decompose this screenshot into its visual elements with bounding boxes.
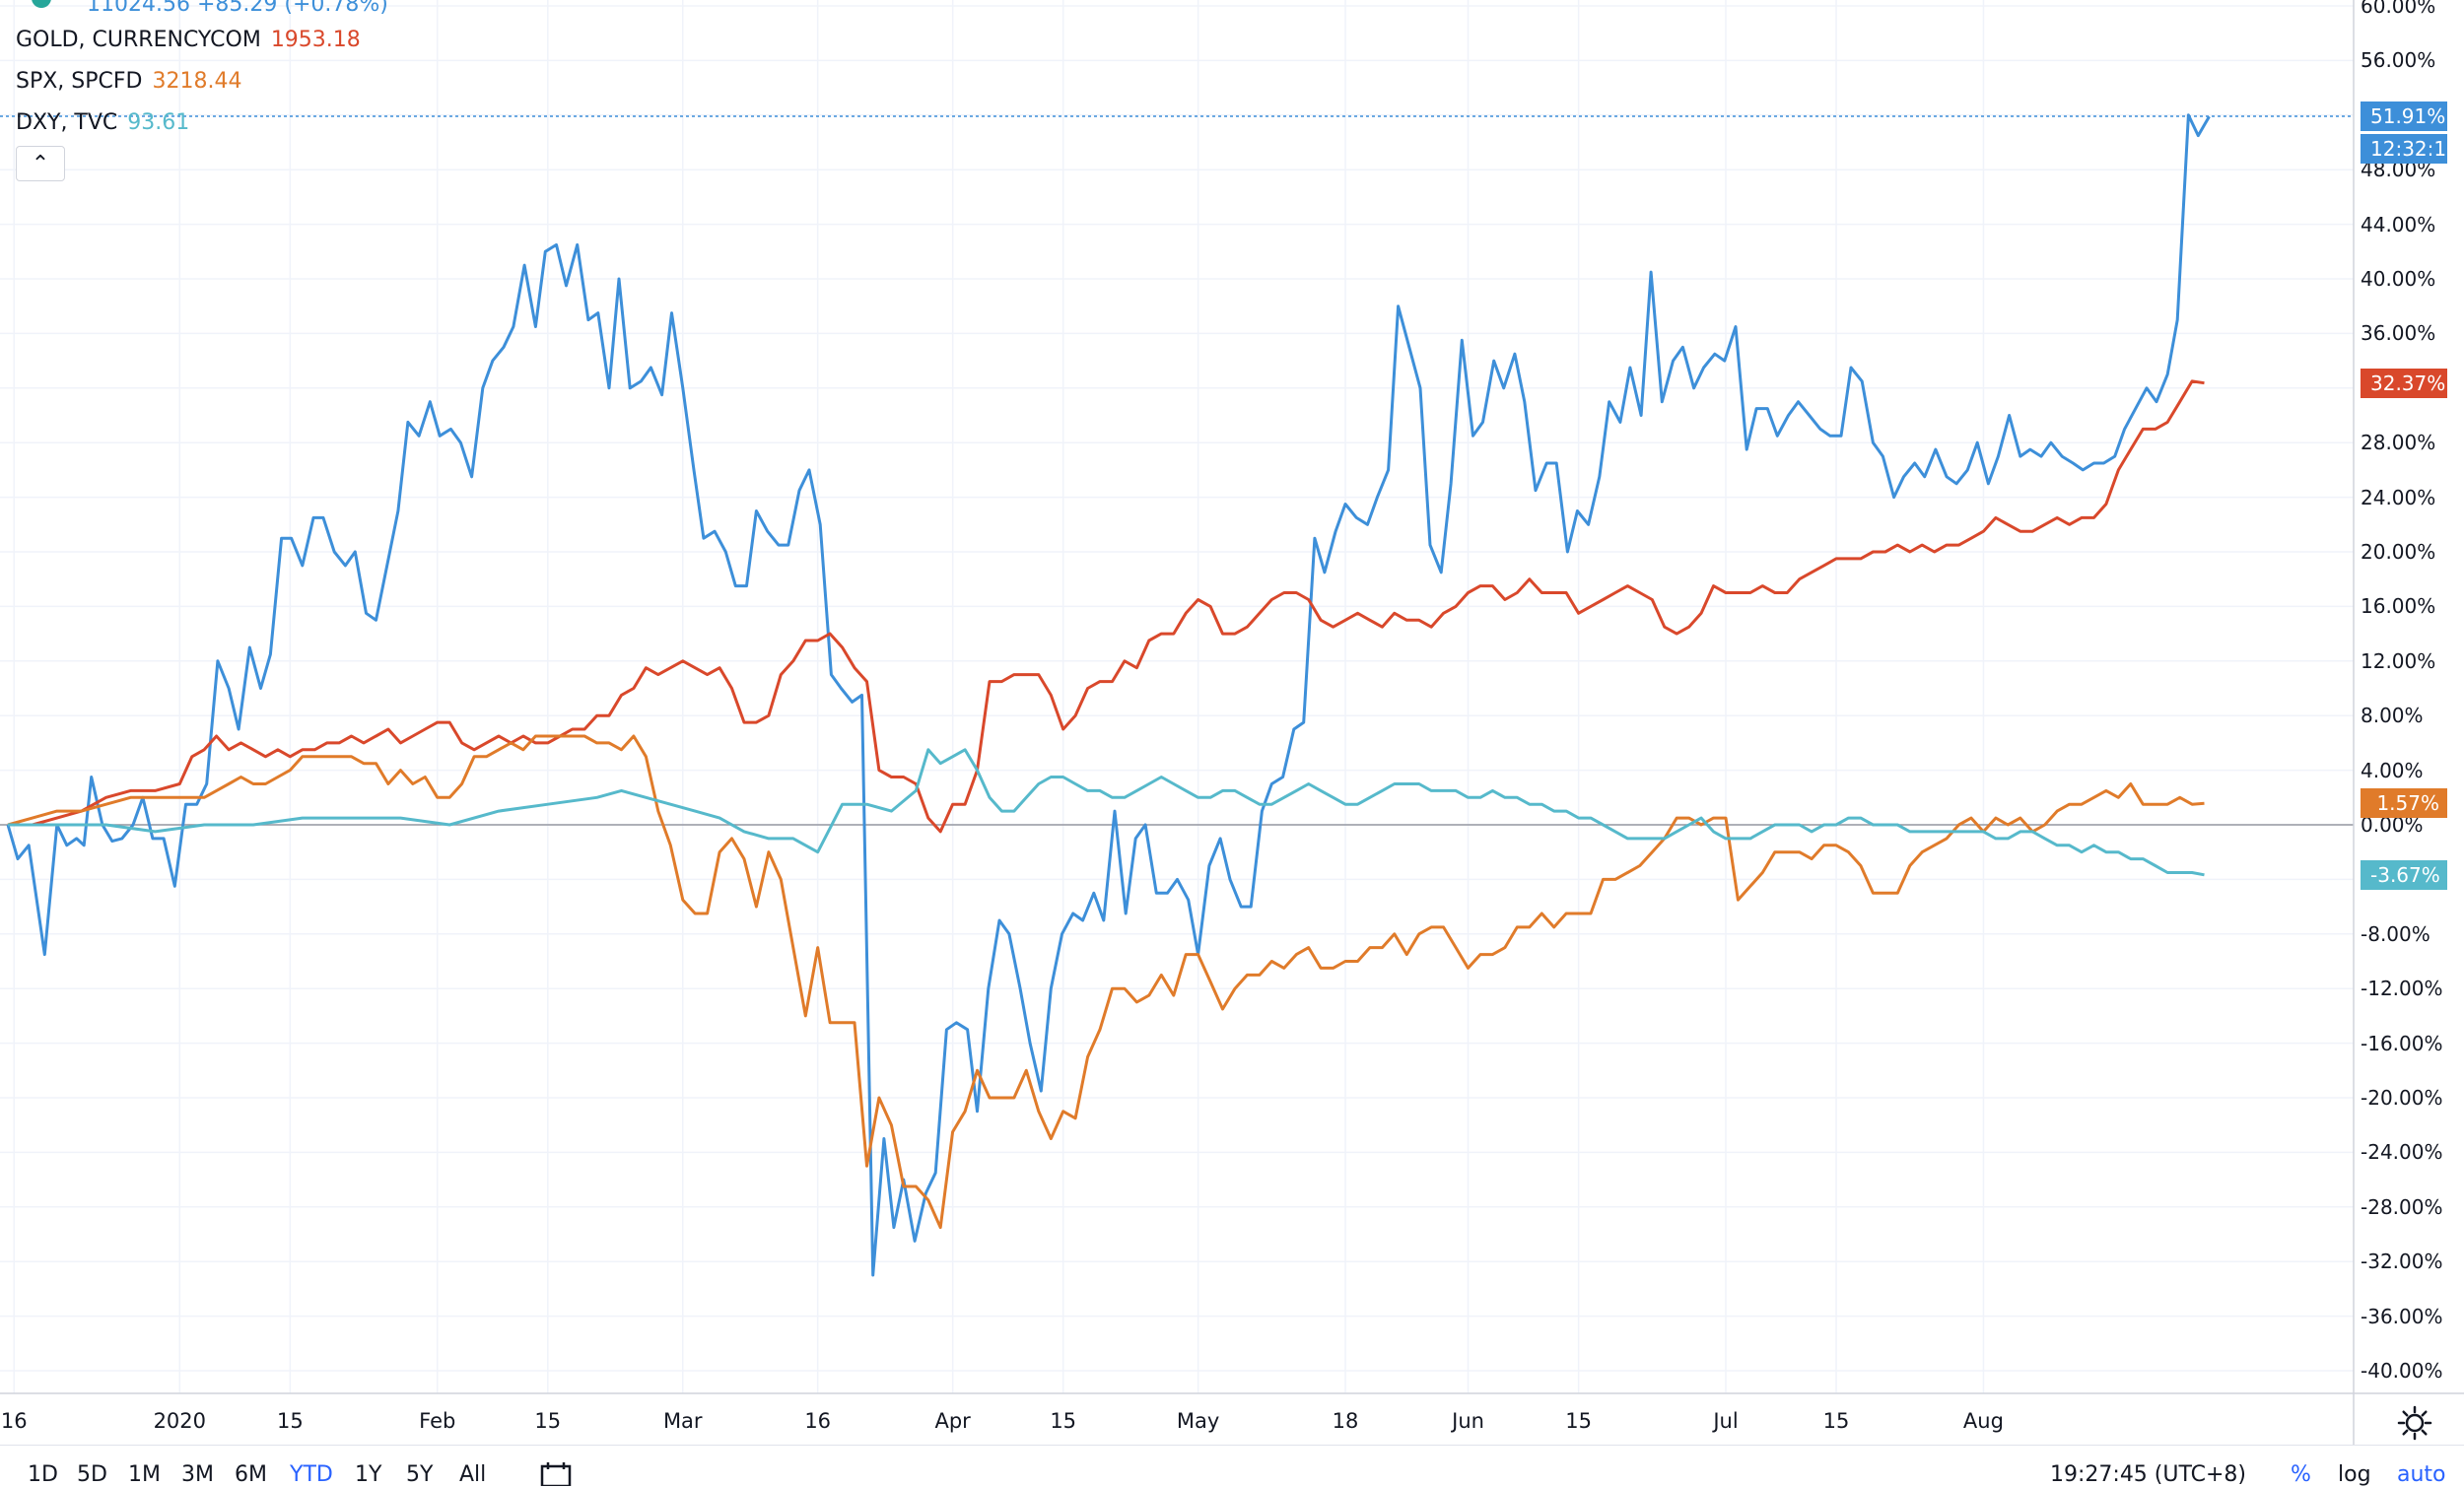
legend-row-gold[interactable]: GOLD, CURRENCYCOM 1953.18	[16, 28, 361, 53]
y-tick-label: 24.00%	[2361, 485, 2436, 509]
y-tick-label: -32.00%	[2361, 1250, 2443, 1274]
y-tick-label: -12.00%	[2361, 977, 2443, 1001]
y-tick-label: 36.00%	[2361, 321, 2436, 346]
legend-collapse-button[interactable]: ⌃	[16, 146, 65, 181]
price-tag: 32.37%	[2361, 368, 2447, 398]
clock-readout[interactable]: 19:27:45 (UTC+8)	[2050, 1462, 2247, 1487]
y-tick-label: 60.00%	[2361, 0, 2436, 18]
y-tick-label: -24.00%	[2361, 1140, 2443, 1165]
legend-value: 3218.44	[152, 69, 242, 94]
series-line-0	[6, 113, 2211, 1277]
range-button-1d[interactable]: 1D	[28, 1462, 58, 1487]
legend-partial-row: 11024.56 +85.29 (+0.78%)	[16, 0, 388, 18]
y-tick-label: -40.00%	[2361, 1359, 2443, 1383]
x-tick-label: Mar	[662, 1409, 703, 1433]
gear-icon[interactable]	[2395, 1403, 2434, 1443]
price-tag: 12:32:15	[2361, 134, 2459, 165]
series-line-3	[8, 748, 2205, 877]
x-tick-label: May	[1176, 1409, 1220, 1433]
y-tick-label: -8.00%	[2361, 921, 2430, 946]
x-tick-label: 15	[1050, 1409, 1077, 1433]
y-tick-label: 4.00%	[2361, 758, 2424, 782]
x-tick-label: Jul	[1713, 1409, 1739, 1433]
range-button-1y[interactable]: 1Y	[355, 1462, 382, 1487]
legend-row-spx[interactable]: SPX, SPCFD 3218.44	[16, 69, 241, 95]
series-lines	[6, 113, 2211, 1277]
y-tick-label: 56.00%	[2361, 48, 2436, 73]
bottom-toolbar	[0, 1445, 2464, 1481]
y-tick-label: 28.00%	[2361, 431, 2436, 455]
legend-value: 93.61	[127, 110, 190, 135]
y-tick-label: -28.00%	[2361, 1194, 2443, 1219]
y-tick-label: 40.00%	[2361, 267, 2436, 291]
x-tick-label: Jun	[1452, 1409, 1484, 1433]
range-button-6m[interactable]: 6M	[235, 1462, 267, 1487]
y-tick-label: -36.00%	[2361, 1304, 2443, 1328]
range-button-ytd[interactable]: YTD	[290, 1462, 333, 1487]
x-tick-label: Feb	[419, 1409, 456, 1433]
y-tick-label: 12.00%	[2361, 648, 2436, 673]
price-tag: 51.91%	[2361, 101, 2447, 132]
x-tick-label: 2020	[153, 1409, 207, 1433]
x-tick-label: 18	[1332, 1409, 1359, 1433]
range-button-3m[interactable]: 3M	[181, 1462, 214, 1487]
x-tick-label: 15	[1822, 1409, 1850, 1433]
legend-partial-value: 11024.56 +85.29 (+0.78%)	[87, 0, 388, 17]
series-line-2	[7, 734, 2205, 1230]
auto-toggle[interactable]: auto	[2397, 1462, 2446, 1487]
price-tag: 1.57%	[2361, 788, 2447, 819]
price-tag: -3.67%	[2361, 859, 2447, 890]
x-tick-label: 15	[534, 1409, 562, 1433]
series-line-1	[8, 379, 2205, 834]
y-tick-label: -16.00%	[2361, 1031, 2443, 1055]
y-tick-label: 16.00%	[2361, 594, 2436, 619]
legend-value: 1953.18	[270, 28, 361, 52]
log-toggle[interactable]: log	[2338, 1462, 2371, 1487]
y-tick-label: -20.00%	[2361, 1086, 2443, 1110]
visibility-icon[interactable]	[32, 0, 51, 8]
legend-symbol: DXY, TVC	[16, 110, 118, 135]
legend-row-dxy[interactable]: DXY, TVC 93.61	[16, 110, 189, 136]
x-tick-label: 15	[1565, 1409, 1592, 1433]
y-tick-label: 8.00%	[2361, 704, 2424, 728]
chevron-up-icon: ⌃	[31, 151, 50, 176]
range-button-1m[interactable]: 1M	[128, 1462, 161, 1487]
y-tick-label: 44.00%	[2361, 212, 2436, 237]
legend-symbol: SPX, SPCFD	[16, 69, 143, 94]
x-tick-label: 16	[804, 1409, 832, 1433]
range-button-5d[interactable]: 5D	[77, 1462, 107, 1487]
x-tick-label: 16	[0, 1409, 28, 1433]
calendar-icon[interactable]	[540, 1462, 572, 1486]
legend-symbol: GOLD, CURRENCYCOM	[16, 28, 261, 52]
grid-lines	[0, 0, 2354, 1393]
range-button-5y[interactable]: 5Y	[406, 1462, 434, 1487]
range-button-all[interactable]: All	[459, 1462, 487, 1487]
x-tick-label: Apr	[934, 1409, 971, 1433]
y-tick-label: 20.00%	[2361, 540, 2436, 564]
percent-toggle[interactable]: %	[2291, 1462, 2311, 1487]
x-tick-label: 15	[276, 1409, 304, 1433]
x-tick-label: Aug	[1962, 1409, 2004, 1433]
